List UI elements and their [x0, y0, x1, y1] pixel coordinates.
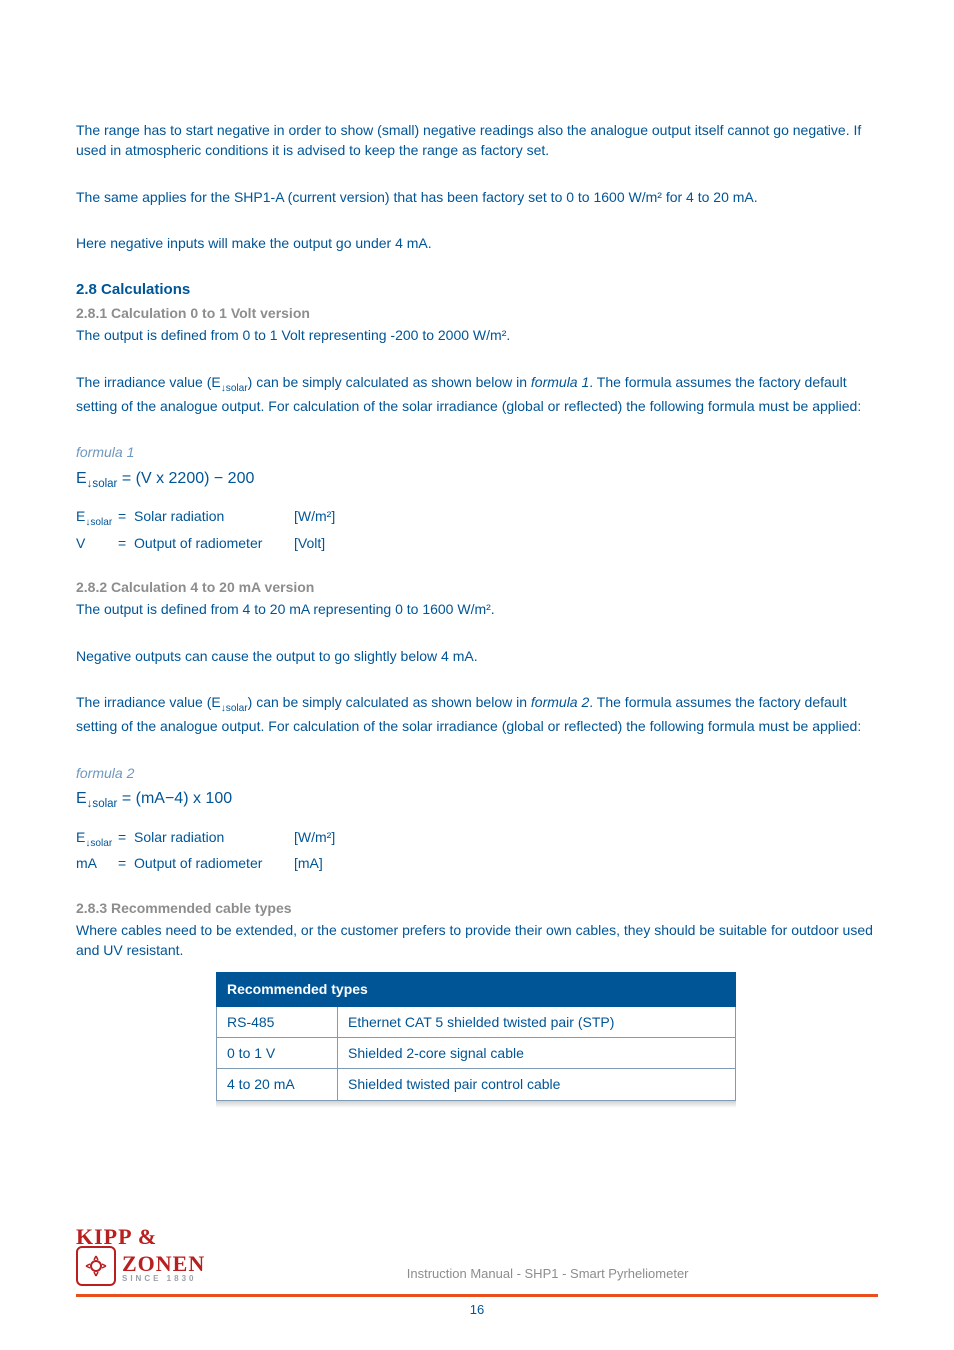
irradiance-intro-2: The irradiance value (E↓solar) can be si… — [76, 692, 878, 737]
table-row: RS-485Ethernet CAT 5 shielded twisted pa… — [217, 1006, 736, 1037]
logo-icon — [76, 1246, 116, 1286]
subsection-2-8-1: 2.8.1 Calculation 0 to 1 Volt version — [76, 303, 878, 323]
irradiance-intro-1: The irradiance value (E↓solar) can be si… — [76, 372, 878, 417]
defs-1: E↓solar = Solar radiation [W/m²] V = Out… — [76, 506, 878, 553]
sub3-body: Where cables need to be extended, or the… — [76, 920, 878, 961]
table-shadow — [216, 1101, 736, 1108]
intro-para-2: The same applies for the SHP1-A (current… — [76, 187, 878, 207]
defs-2: E↓solar = Solar radiation [W/m²] mA = Ou… — [76, 827, 878, 874]
subsection-2-8-3: 2.8.3 Recommended cable types — [76, 898, 878, 918]
formula2-label: formula 2 — [76, 763, 878, 783]
formula2: E↓solar = (mA−4) x 100 — [76, 787, 878, 813]
sub1-body: The output is defined from 0 to 1 Volt r… — [76, 325, 878, 345]
sub2-body: The output is defined from 4 to 20 mA re… — [76, 599, 878, 619]
table-row: 4 to 20 mAShielded twisted pair control … — [217, 1069, 736, 1100]
footer-rule — [76, 1294, 878, 1297]
sub2-neg: Negative outputs can cause the output to… — [76, 646, 878, 666]
recommended-types-table: Recommended types RS-485Ethernet CAT 5 s… — [216, 972, 736, 1100]
formula1: E↓solar = (V x 2200) − 200 — [76, 467, 878, 493]
table-row: 0 to 1 VShielded 2-core signal cable — [217, 1038, 736, 1069]
intro-para-3: Here negative inputs will make the outpu… — [76, 233, 878, 253]
page-number: 16 — [76, 1301, 878, 1320]
subsection-2-8-2: 2.8.2 Calculation 4 to 20 mA version — [76, 577, 878, 597]
page-footer: KIPP & ZONEN SINCE 1830 — [76, 1227, 878, 1320]
table-header: Recommended types — [217, 973, 736, 1006]
kipp-zonen-logo: KIPP & ZONEN SINCE 1830 — [76, 1227, 205, 1288]
footer-caption: Instruction Manual - SHP1 - Smart Pyrhel… — [217, 1265, 878, 1288]
formula1-label: formula 1 — [76, 442, 878, 462]
section-heading: 2.8 Calculations — [76, 279, 878, 301]
intro-para-1: The range has to start negative in order… — [76, 120, 878, 161]
